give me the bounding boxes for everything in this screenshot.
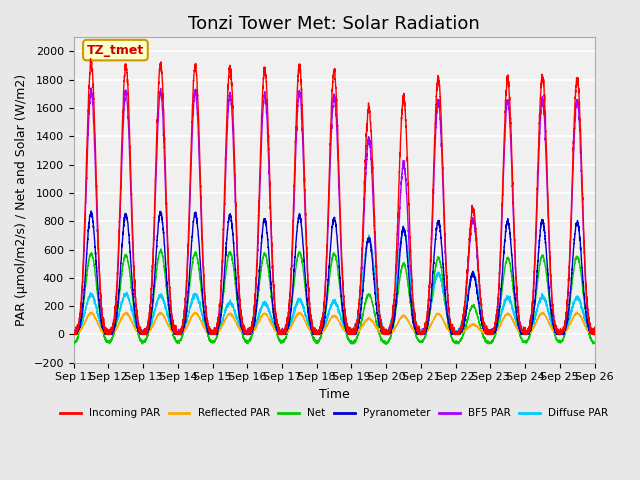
X-axis label: Time: Time xyxy=(319,388,349,401)
Y-axis label: PAR (μmol/m2/s) / Net and Solar (W/m2): PAR (μmol/m2/s) / Net and Solar (W/m2) xyxy=(15,74,28,326)
Legend: Incoming PAR, Reflected PAR, Net, Pyranometer, BF5 PAR, Diffuse PAR: Incoming PAR, Reflected PAR, Net, Pyrano… xyxy=(56,404,612,422)
Title: Tonzi Tower Met: Solar Radiation: Tonzi Tower Met: Solar Radiation xyxy=(188,15,480,33)
Text: TZ_tmet: TZ_tmet xyxy=(87,44,144,57)
